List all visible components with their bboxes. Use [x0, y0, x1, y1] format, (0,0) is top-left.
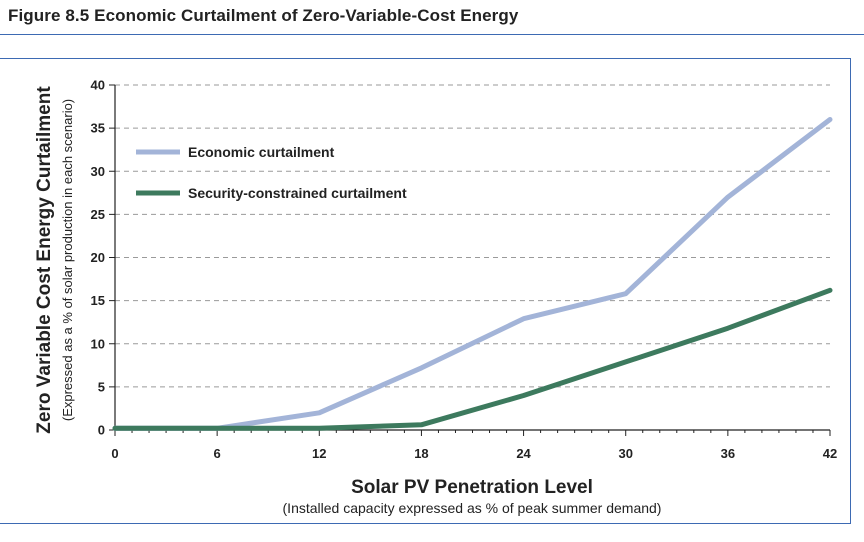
y-tick-label: 15: [91, 293, 105, 308]
figure-title: Figure 8.5 Economic Curtailment of Zero-…: [8, 6, 519, 25]
x-tick-label: 0: [111, 446, 118, 461]
legend-item-security-label: Security-constrained curtailment: [188, 185, 407, 201]
y-tick-label: 5: [98, 379, 105, 394]
x-tick-label: 6: [214, 446, 221, 461]
x-tick-label: 42: [823, 446, 837, 461]
y-ticks: 0 5 10 15 20 25 30 35 40: [91, 78, 115, 438]
y-tick-label: 25: [91, 207, 105, 222]
x-tick-label: 36: [721, 446, 735, 461]
x-tick-label: 18: [414, 446, 428, 461]
x-tick-label: 24: [516, 446, 531, 461]
x-ticks: 0 6 12 18 24 30 36 42: [111, 430, 837, 461]
y-tick-label: 30: [91, 164, 105, 179]
y-tick-label: 35: [91, 121, 105, 136]
x-tick-label: 30: [618, 446, 632, 461]
economic-curtailment-line: [112, 117, 833, 431]
y-axis-sublabel: (Expressed as a % of solar production in…: [60, 99, 75, 421]
y-tick-label: 40: [91, 78, 105, 93]
legend: Economic curtailment Security-constrained…: [136, 144, 407, 201]
x-tick-label: 12: [312, 446, 326, 461]
title-rule: [0, 34, 864, 35]
x-axis-sublabel: (Installed capacity expressed as % of pe…: [283, 500, 662, 516]
legend-item-economic-label: Economic curtailment: [188, 144, 335, 160]
series-lines: [112, 117, 833, 431]
security-constrained-curtailment-line: [112, 287, 833, 431]
x-axis-label: Solar PV Penetration Level: [351, 477, 593, 498]
y-tick-label: 0: [98, 423, 105, 438]
y-axis-label: Zero Variable Cost Energy Curtailment: [34, 86, 55, 434]
chart-frame: [0, 58, 851, 524]
y-tick-label: 10: [91, 336, 105, 351]
y-tick-label: 20: [91, 250, 105, 265]
